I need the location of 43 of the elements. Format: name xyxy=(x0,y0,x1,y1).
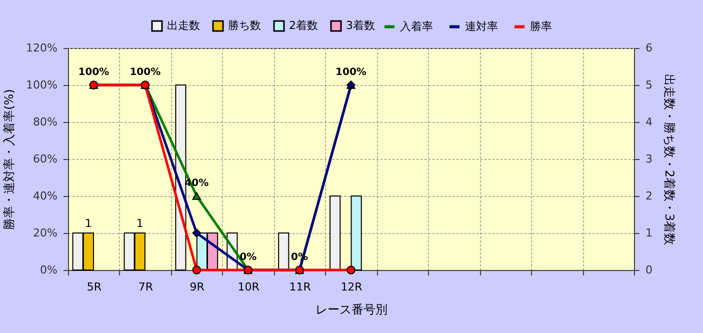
point xyxy=(192,192,202,200)
bar xyxy=(330,196,341,270)
legend-label: 出走数 xyxy=(167,19,200,32)
legend-label: 2着数 xyxy=(289,19,318,32)
x-tick-label: 11R xyxy=(289,280,312,294)
data-label: 0% xyxy=(240,252,257,263)
y2-tick-label: 0 xyxy=(646,264,652,276)
x-tick-label: 9R xyxy=(190,280,205,294)
data-label: 100% xyxy=(78,67,110,78)
y2-tick-label: 1 xyxy=(646,226,652,240)
legend-label: 入着率 xyxy=(400,20,433,33)
bar xyxy=(278,232,290,270)
y-tick-label: 80% xyxy=(33,116,58,128)
y-tick-label: 100% xyxy=(26,78,58,92)
y-tick-label: 60% xyxy=(33,152,58,166)
y-axis-title: 勝率・連対率・入着率(%) xyxy=(2,89,16,230)
y2-axis-title: 出走数・勝ち数・2着数・3着数 xyxy=(662,74,676,246)
y-tick-label: 20% xyxy=(33,226,58,240)
legend-label: 連対率 xyxy=(465,20,498,33)
point xyxy=(346,266,356,274)
x-axis-title: レース番号別 xyxy=(316,302,388,316)
x-tick-label: 7R xyxy=(138,280,154,294)
point xyxy=(192,228,202,238)
x-tick-label: 5R xyxy=(86,280,102,294)
y2-tick-label: 5 xyxy=(646,78,652,92)
legend-label: 勝率 xyxy=(530,20,552,33)
legend-label: 勝ち数 xyxy=(228,19,261,32)
data-label: 100% xyxy=(130,67,161,78)
y2-tick-label: 3 xyxy=(646,152,652,166)
y-tick-label: 0% xyxy=(40,264,58,276)
bar xyxy=(350,196,362,270)
y2-tick-label: 4 xyxy=(646,116,652,128)
data-label: 100% xyxy=(336,67,366,78)
data-label: 1 xyxy=(136,217,144,230)
y-tick-label: 120% xyxy=(26,42,58,54)
x-tick-label: 10R xyxy=(238,280,260,294)
y-tick-label: 40% xyxy=(33,190,58,202)
y2-tick-label: 2 xyxy=(646,190,652,202)
legend-label: 3着数 xyxy=(346,19,375,32)
point xyxy=(192,266,202,274)
x-tick-label: 12R xyxy=(340,280,363,294)
data-label: 1 xyxy=(84,217,92,230)
y2-tick-label: 6 xyxy=(646,42,652,54)
